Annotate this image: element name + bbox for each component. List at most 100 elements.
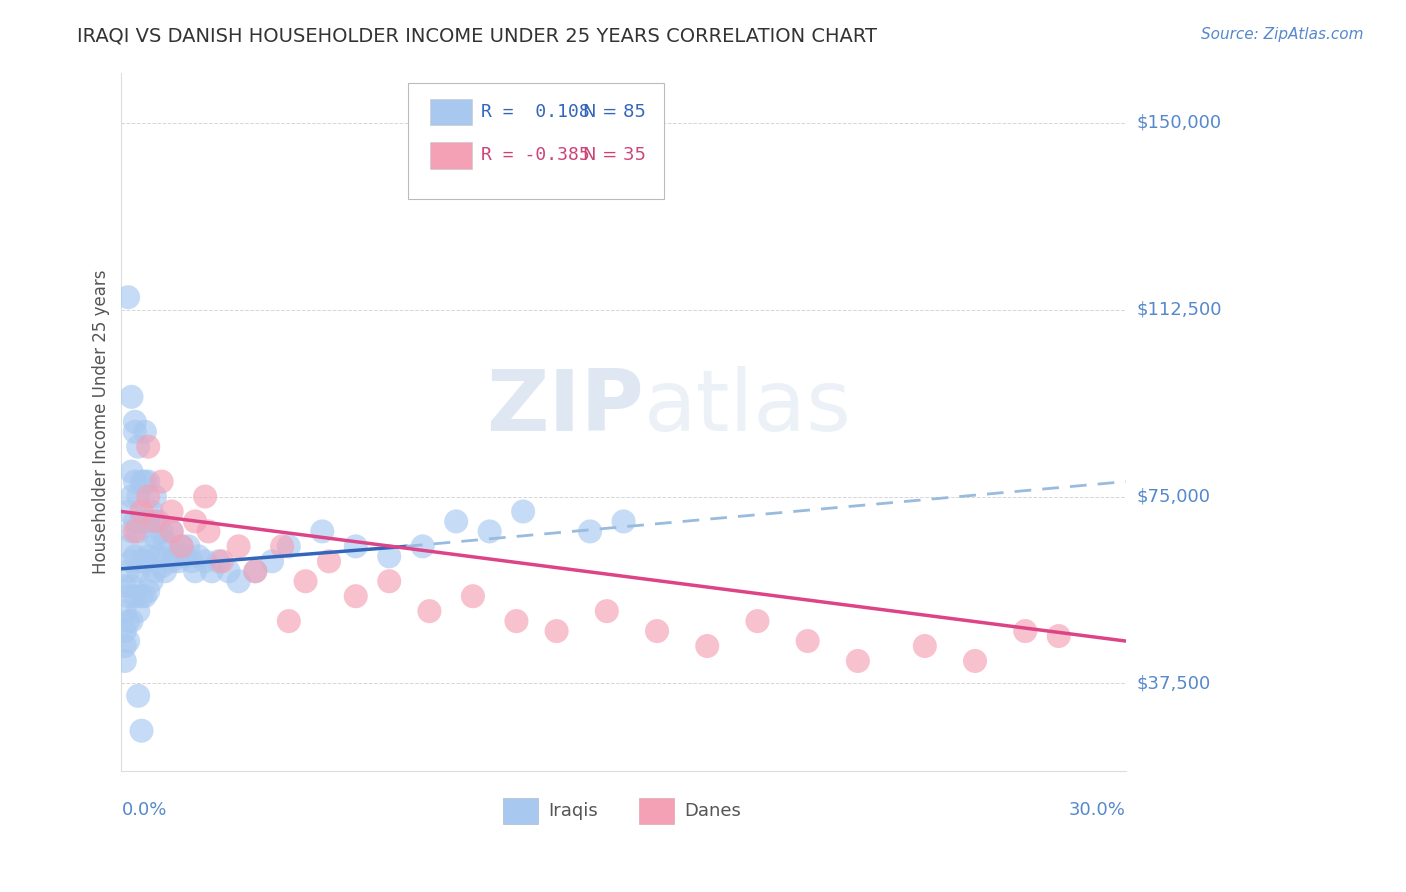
Point — [136, 584, 159, 599]
Point — [121, 390, 143, 404]
Point — [157, 540, 180, 554]
Point — [512, 504, 534, 518]
Point — [177, 540, 200, 554]
Text: $75,000: $75,000 — [1137, 488, 1211, 506]
Point — [143, 515, 166, 529]
Point — [160, 524, 183, 539]
Point — [160, 504, 183, 518]
Point — [150, 475, 173, 489]
Point — [796, 634, 818, 648]
Point — [121, 524, 143, 539]
Point — [184, 564, 207, 578]
Point — [127, 524, 149, 539]
Point — [228, 574, 250, 589]
Point — [114, 579, 136, 593]
Point — [131, 475, 153, 489]
Point — [150, 524, 173, 539]
Text: R =  0.108: R = 0.108 — [481, 103, 589, 121]
Point — [117, 614, 139, 628]
Point — [127, 689, 149, 703]
Point — [344, 589, 367, 603]
Point — [262, 554, 284, 568]
Text: atlas: atlas — [644, 367, 852, 450]
Text: $112,500: $112,500 — [1137, 301, 1222, 318]
Point — [121, 554, 143, 568]
Point — [194, 554, 217, 568]
Point — [197, 524, 219, 539]
Point — [124, 425, 146, 439]
FancyBboxPatch shape — [430, 99, 472, 125]
Point — [218, 564, 240, 578]
Point — [277, 540, 299, 554]
Point — [117, 540, 139, 554]
Point — [131, 723, 153, 738]
Point — [294, 574, 316, 589]
Text: N = 85: N = 85 — [583, 103, 647, 121]
Text: Danes: Danes — [683, 802, 741, 820]
Point — [124, 515, 146, 529]
Point — [114, 639, 136, 653]
Point — [136, 475, 159, 489]
Point — [117, 589, 139, 603]
Point — [143, 564, 166, 578]
Point — [245, 564, 267, 578]
Point — [136, 515, 159, 529]
Point — [579, 524, 602, 539]
Point — [121, 614, 143, 628]
Point — [194, 490, 217, 504]
Text: 0.0%: 0.0% — [121, 801, 167, 819]
FancyBboxPatch shape — [503, 797, 538, 824]
Point — [444, 515, 467, 529]
Point — [131, 504, 153, 518]
Point — [117, 564, 139, 578]
Point — [1014, 624, 1036, 638]
Point — [163, 549, 186, 564]
Point — [141, 504, 163, 518]
Text: $150,000: $150,000 — [1137, 114, 1222, 132]
Point — [114, 624, 136, 638]
Point — [131, 589, 153, 603]
Point — [201, 564, 224, 578]
Point — [378, 574, 401, 589]
Point — [505, 614, 527, 628]
Point — [228, 540, 250, 554]
Point — [160, 524, 183, 539]
Point — [170, 540, 193, 554]
Point — [117, 504, 139, 518]
Point — [121, 465, 143, 479]
Point — [914, 639, 936, 653]
Text: Iraqis: Iraqis — [548, 802, 598, 820]
Y-axis label: Householder Income Under 25 years: Householder Income Under 25 years — [93, 269, 110, 574]
Point — [963, 654, 986, 668]
Point — [150, 559, 173, 574]
Point — [378, 549, 401, 564]
Point — [127, 490, 149, 504]
Point — [117, 290, 139, 304]
Point — [160, 554, 183, 568]
Point — [127, 440, 149, 454]
Point — [271, 540, 294, 554]
Point — [127, 564, 149, 578]
Point — [187, 549, 209, 564]
Point — [131, 515, 153, 529]
Point — [143, 529, 166, 543]
Text: Source: ZipAtlas.com: Source: ZipAtlas.com — [1201, 27, 1364, 42]
Point — [124, 415, 146, 429]
Point — [318, 554, 340, 568]
Point — [143, 490, 166, 504]
Point — [121, 579, 143, 593]
Point — [211, 554, 233, 568]
Point — [134, 475, 156, 489]
Point — [344, 540, 367, 554]
Point — [747, 614, 769, 628]
Point — [134, 589, 156, 603]
Text: ZIP: ZIP — [486, 367, 644, 450]
Point — [645, 624, 668, 638]
Point — [124, 549, 146, 564]
Point — [114, 604, 136, 618]
Text: IRAQI VS DANISH HOUSEHOLDER INCOME UNDER 25 YEARS CORRELATION CHART: IRAQI VS DANISH HOUSEHOLDER INCOME UNDER… — [77, 27, 877, 45]
Point — [131, 554, 153, 568]
Point — [461, 589, 484, 603]
Point — [1047, 629, 1070, 643]
Point — [277, 614, 299, 628]
